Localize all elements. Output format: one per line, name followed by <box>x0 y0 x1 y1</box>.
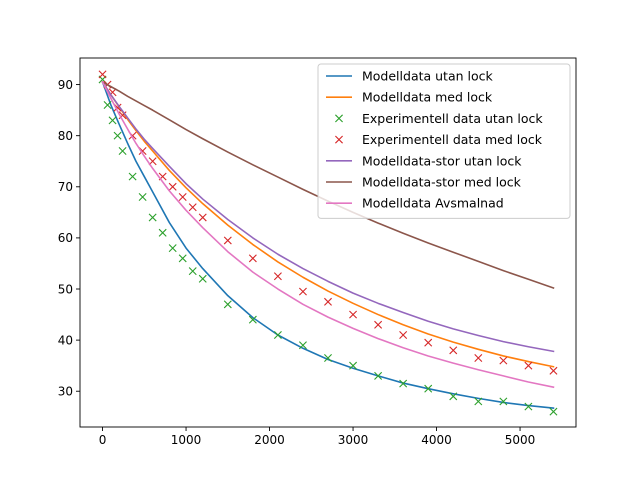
legend-entry-modelldata-stor-med-lock: Modelldata-stor med lock <box>326 175 522 190</box>
data-point <box>298 287 307 296</box>
data-point <box>188 203 197 212</box>
y-tick-label: 60 <box>58 231 73 245</box>
data-point <box>349 310 358 319</box>
data-point <box>549 366 558 375</box>
series-line-modelldata-avsmalnad <box>101 80 555 389</box>
x-tick-label: 2000 <box>254 433 285 447</box>
data-point <box>399 331 408 339</box>
series-line-modelldata-utan-lock <box>101 80 555 409</box>
data-point <box>474 397 483 406</box>
x-tick-label: 4000 <box>421 433 452 447</box>
series-points-experimentell-data-med-lock <box>98 70 558 375</box>
series-layer <box>98 70 558 416</box>
y-tick-label: 80 <box>58 129 73 143</box>
series-line-modelldata-med-lock <box>101 80 555 368</box>
y-tick-label: 70 <box>58 180 73 194</box>
data-point <box>374 371 383 380</box>
series-line-modelldata-stor-utan-lock <box>101 80 555 353</box>
data-point <box>549 407 558 416</box>
data-point <box>188 267 197 276</box>
legend-label: Modelldata-stor med lock <box>362 175 522 190</box>
data-point <box>113 131 122 140</box>
y-tick-label: 40 <box>58 333 73 347</box>
legend-entry-modelldata-avsmalnad: Modelldata Avsmalnad <box>326 196 504 211</box>
y-tick-label: 30 <box>58 385 73 399</box>
legend-label: Modelldata Avsmalnad <box>362 196 504 211</box>
x-tick-label: 3000 <box>338 433 369 447</box>
legend-entry-modelldata-stor-utan-lock: Modelldata-stor utan lock <box>326 153 522 168</box>
axes-layer <box>79 57 577 428</box>
data-point <box>349 361 358 370</box>
data-point <box>524 402 533 411</box>
legend-entry-modelldata-utan-lock: Modelldata utan lock <box>326 69 494 84</box>
data-point <box>524 361 533 370</box>
data-point <box>223 236 232 245</box>
data-point <box>168 244 177 253</box>
data-point <box>273 331 282 339</box>
data-point <box>158 228 167 237</box>
series-line-modelldata-stor-med-lock <box>101 80 555 290</box>
x-tick-label: 1000 <box>171 433 202 447</box>
x-tick-label: 0 <box>99 433 107 447</box>
data-point <box>248 254 257 263</box>
y-tick-label: 50 <box>58 282 73 296</box>
data-point <box>499 397 508 406</box>
data-point <box>138 193 147 202</box>
data-point <box>103 101 112 110</box>
legend-entry-experimentell-data-utan-lock: Experimentell data utan lock <box>335 111 543 126</box>
legend-swatch <box>335 135 343 144</box>
data-point <box>248 315 257 324</box>
data-point <box>98 70 107 79</box>
legend-box <box>317 63 571 219</box>
data-point <box>424 384 433 393</box>
data-point <box>449 392 458 401</box>
data-point <box>178 254 187 263</box>
data-point <box>474 354 483 362</box>
data-point <box>298 341 307 350</box>
data-point <box>118 147 127 156</box>
legend-entry-experimentell-data-med-lock: Experimentell data med lock <box>335 132 543 147</box>
data-point <box>449 346 458 355</box>
data-point <box>198 213 207 222</box>
data-point <box>374 320 383 329</box>
legend-label: Experimentell data utan lock <box>362 111 543 126</box>
data-point <box>273 272 282 281</box>
data-point <box>178 193 187 202</box>
data-point <box>128 172 137 181</box>
legend-swatch <box>335 114 343 123</box>
legend-label: Modelldata utan lock <box>362 69 494 84</box>
data-point <box>324 297 332 306</box>
legend-label: Experimentell data med lock <box>362 132 543 147</box>
legend-label: Modelldata-stor utan lock <box>362 153 522 168</box>
data-point <box>399 379 408 388</box>
data-point <box>324 354 332 362</box>
data-point <box>118 111 127 120</box>
y-tick-label: 90 <box>58 78 73 92</box>
axes-frame <box>79 57 577 428</box>
data-point <box>198 274 207 283</box>
legend: Modelldata utan lock Modelldata med lock E… <box>317 63 571 219</box>
x-tick-label: 5000 <box>505 433 536 447</box>
data-point <box>499 356 508 365</box>
data-point <box>148 213 157 222</box>
data-point <box>424 338 433 347</box>
data-point <box>223 300 232 309</box>
data-point <box>168 182 177 191</box>
ticks-layer: 0 1000 2000 3000 4000 5000 30 40 50 60 70 80 90 <box>58 78 536 447</box>
legend-entry-modelldata-med-lock: Modelldata med lock <box>326 90 493 105</box>
legend-label: Modelldata med lock <box>362 90 493 105</box>
data-point <box>108 116 117 125</box>
